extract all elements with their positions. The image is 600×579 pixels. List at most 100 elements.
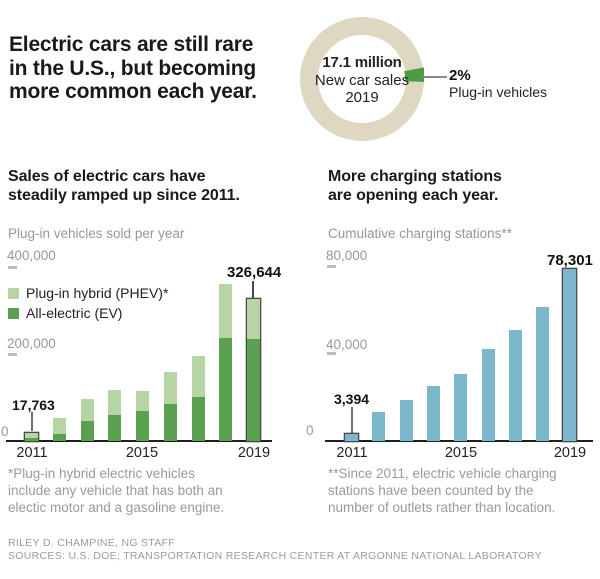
y-tick-dash xyxy=(327,352,336,355)
bar-segment xyxy=(563,268,577,441)
x-tick-2015: 2015 xyxy=(125,445,159,461)
y-tick-label-200000: 200,000 xyxy=(7,336,56,351)
y-tick-label-40000: 40,000 xyxy=(326,337,368,352)
donut-callout-label: Plug-in vehicles xyxy=(449,84,548,100)
legend-label-ev: All-electric (EV) xyxy=(26,305,123,321)
bar-ev-sales-2016 xyxy=(163,371,177,441)
page-title-line: more common each year. xyxy=(9,80,257,103)
x-tick-2015: 2015 xyxy=(444,445,478,461)
bar-segment xyxy=(25,433,38,439)
y-tick-label-80000: 80,000 xyxy=(326,248,368,263)
bar-segment xyxy=(536,306,550,441)
annotation-326644: 326,644 xyxy=(227,264,282,281)
annotation-3394: 3,394 xyxy=(334,391,370,407)
bar-segment xyxy=(219,283,233,338)
stations-chart-title-line: are opening each year. xyxy=(328,187,499,204)
annotation-17763: 17,763 xyxy=(12,397,55,413)
sales-x-axis xyxy=(6,440,272,442)
y-tick-dash xyxy=(8,353,17,356)
x-tick-2011: 2011 xyxy=(336,445,368,461)
footnote-line: include any vehicle that has both an xyxy=(8,483,223,498)
footnote-stations: **Since 2011, electric vehicle charging … xyxy=(328,465,557,516)
bar-segment xyxy=(80,420,94,441)
bar-charging-stations-2017 xyxy=(508,329,522,441)
bar-charging-stations-2019 xyxy=(563,268,577,441)
bar-charging-stations-2016 xyxy=(481,349,495,441)
bar-segment xyxy=(454,373,468,441)
bar-segment xyxy=(108,414,122,441)
bar-segment xyxy=(163,371,177,405)
annotation-leader-line xyxy=(31,412,33,431)
page-title: Electric cars are still rare in the U.S.… xyxy=(9,33,257,104)
bar-ev-sales-2011 xyxy=(25,433,38,441)
donut-highlight-segment xyxy=(404,67,424,83)
annotation-78301: 78,301 xyxy=(547,252,593,269)
bar-charging-stations-2015 xyxy=(454,373,468,441)
sales-chart-title-line: Sales of electric cars have xyxy=(8,168,206,185)
sales-chart-title-line: steadily ramped up since 2011. xyxy=(8,187,240,204)
sales-legend: Plug-in hybrid (PHEV)* All-electric (EV) xyxy=(8,283,168,323)
bar-charging-stations-2018 xyxy=(536,306,550,441)
donut-total-label: New car sales xyxy=(314,71,410,89)
bar-segment xyxy=(372,412,386,441)
bar-segment xyxy=(191,356,205,397)
donut-callout-value: 2% xyxy=(449,67,471,84)
bar-charging-stations-2011 xyxy=(345,433,358,441)
stations-chart-title: More charging stations are opening each … xyxy=(328,167,502,205)
ev-swatch xyxy=(8,307,19,319)
bar-ev-sales-2017 xyxy=(191,356,205,441)
annotation-leader-line xyxy=(351,407,353,433)
stations-chart-subtitle: Cumulative charging stations** xyxy=(328,226,512,241)
footnote-line: stations have been counted by the xyxy=(328,483,534,498)
bar-segment xyxy=(508,329,522,441)
bar-ev-sales-2015 xyxy=(136,391,149,441)
y-tick-label-0: 0 xyxy=(306,423,314,438)
bar-ev-sales-2014 xyxy=(108,389,122,441)
y-tick-dash xyxy=(327,265,336,268)
donut-chart xyxy=(300,17,424,141)
page-title-line: Electric cars are still rare xyxy=(9,33,254,56)
credits-sources: SOURCES: U.S. DOE; TRANSPORTATION RESEAR… xyxy=(8,550,542,562)
footnote-line: *Plug-in hybrid electric vehicles xyxy=(8,466,195,481)
donut-center-label: 17.1 million New car sales 2019 xyxy=(300,54,424,107)
bar-segment xyxy=(163,404,177,441)
bar-segment xyxy=(481,349,495,441)
y-tick-dash xyxy=(8,266,17,269)
page-title-line: in the U.S., but becoming xyxy=(9,56,257,80)
bar-segment xyxy=(191,396,205,441)
bar-segment xyxy=(136,410,149,441)
donut-total-year: 2019 xyxy=(345,89,379,106)
sales-chart-title: Sales of electric cars have steadily ram… xyxy=(8,167,240,205)
bar-ev-sales-2019 xyxy=(247,298,260,441)
x-tick-2019: 2019 xyxy=(237,445,271,461)
donut-callout-line xyxy=(422,76,447,78)
bar-segment xyxy=(136,391,149,411)
footnote-line: number of outlets rather than location. xyxy=(328,500,556,515)
footnote-line: **Since 2011, electric vehicle charging xyxy=(328,466,557,481)
donut-total-value: 17.1 million xyxy=(322,54,402,71)
bar-segment xyxy=(80,398,94,421)
bar-charging-stations-2012 xyxy=(372,412,386,441)
bar-charging-stations-2014 xyxy=(426,386,440,441)
bar-ev-sales-2012 xyxy=(52,417,66,441)
bar-segment xyxy=(247,298,260,339)
y-tick-label-400000: 400,000 xyxy=(7,248,56,263)
bar-segment xyxy=(426,386,440,441)
bar-segment xyxy=(108,389,122,415)
bar-segment xyxy=(345,433,358,441)
bar-ev-sales-2013 xyxy=(80,398,94,441)
bar-ev-sales-2018 xyxy=(219,283,233,441)
phev-swatch xyxy=(8,287,19,299)
sales-chart-subtitle: Plug-in vehicles sold per year xyxy=(8,226,185,241)
annotation-leader-line xyxy=(252,281,254,299)
stations-x-axis xyxy=(325,440,593,442)
legend-item-phev: Plug-in hybrid (PHEV)* xyxy=(8,283,168,303)
bar-segment xyxy=(52,417,66,435)
bar-charging-stations-2013 xyxy=(399,399,413,441)
bar-segment xyxy=(219,337,233,441)
footnote-phev: *Plug-in hybrid electric vehicles includ… xyxy=(8,465,224,516)
bar-segment xyxy=(399,399,413,441)
bar-segment xyxy=(25,438,38,441)
x-tick-2019: 2019 xyxy=(553,445,587,461)
